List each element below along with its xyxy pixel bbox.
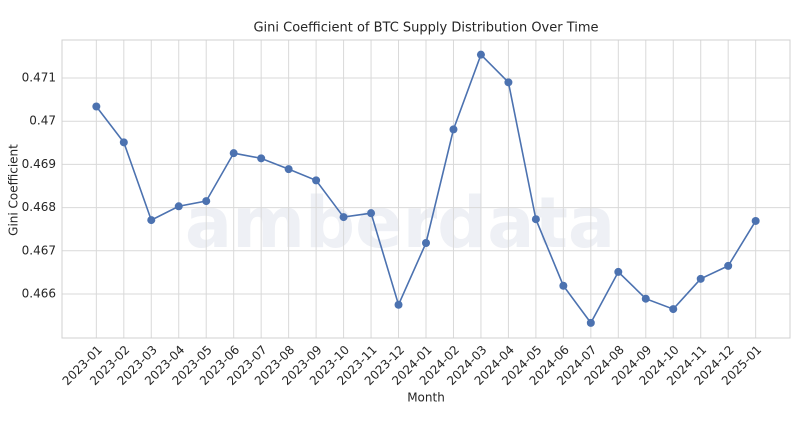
point xyxy=(614,267,623,276)
y-tick-label: 0.468 xyxy=(22,200,56,214)
point xyxy=(422,238,430,247)
point xyxy=(202,197,211,206)
point xyxy=(696,274,705,283)
point xyxy=(586,318,595,327)
point xyxy=(531,215,540,224)
point xyxy=(312,176,321,185)
point xyxy=(724,261,733,270)
watermark: amberdata xyxy=(185,182,615,264)
point xyxy=(476,50,485,59)
point xyxy=(504,78,513,87)
point xyxy=(284,165,293,174)
point xyxy=(751,216,760,225)
chart-title: Gini Coefficient of BTC Supply Distribut… xyxy=(253,21,598,36)
y-tick-label: 0.466 xyxy=(22,286,56,300)
point xyxy=(367,209,376,218)
point xyxy=(257,154,266,163)
point xyxy=(641,294,650,303)
point xyxy=(229,149,238,158)
x-axis-label: Month xyxy=(407,391,445,405)
point xyxy=(147,216,156,225)
y-axis-label: Gini Coefficient xyxy=(7,144,21,236)
point xyxy=(669,305,678,314)
plot-frame xyxy=(61,39,791,339)
point xyxy=(339,213,348,222)
y-tick-label: 0.467 xyxy=(22,243,56,257)
point xyxy=(119,138,128,147)
y-tick-label: 0.47 xyxy=(29,114,56,128)
point xyxy=(92,102,101,111)
point xyxy=(394,300,403,309)
point xyxy=(559,281,568,290)
point xyxy=(174,202,183,211)
y-tick-label: 0.469 xyxy=(22,157,56,171)
y-tick-label: 0.471 xyxy=(22,71,56,85)
point xyxy=(449,125,458,134)
